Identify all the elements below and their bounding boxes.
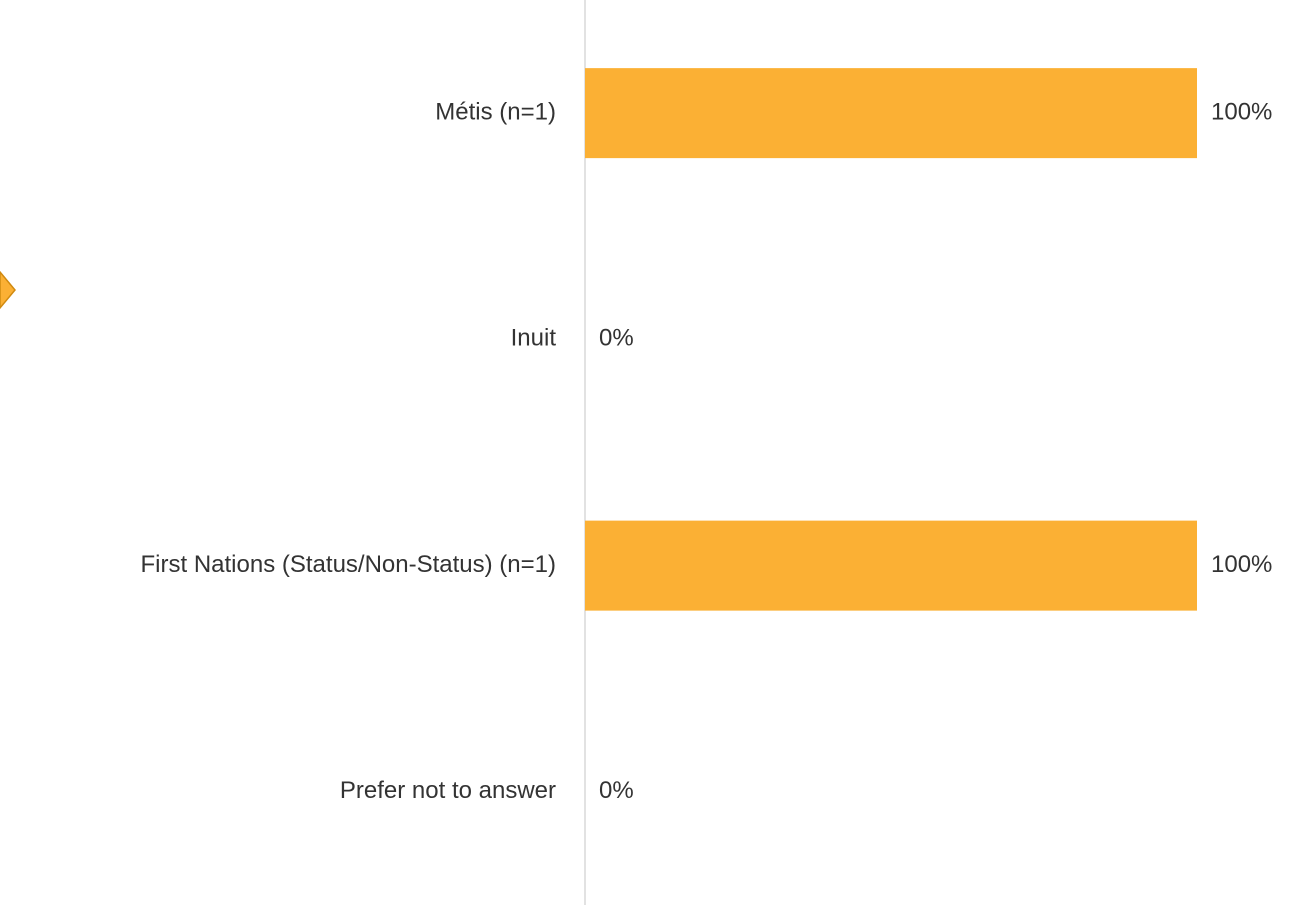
category-label: Métis (n=1): [435, 98, 556, 125]
value-label: 100%: [1211, 551, 1272, 578]
value-label: 0%: [599, 325, 634, 352]
value-label: 100%: [1211, 98, 1272, 125]
category-label: Prefer not to answer: [340, 777, 556, 804]
category-label: First Nations (Status/Non-Status) (n=1): [141, 551, 556, 578]
bar: [585, 68, 1197, 159]
value-label: 0%: [599, 777, 634, 804]
bar: [585, 520, 1197, 611]
category-label: Inuit: [511, 325, 557, 352]
decorative-marker: [0, 270, 16, 310]
